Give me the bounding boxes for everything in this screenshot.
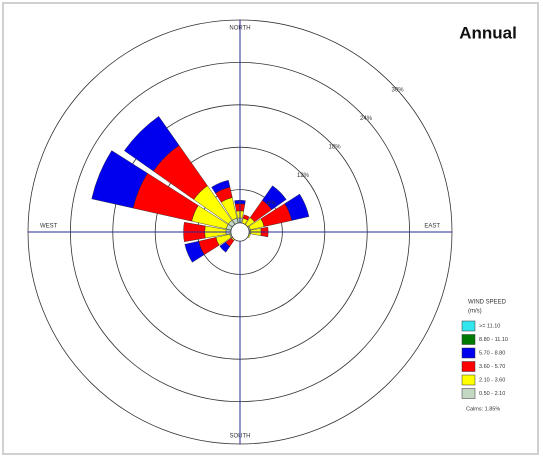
chart-title: Annual [459,23,517,42]
legend-swatch [461,361,476,372]
legend-swatch [461,388,476,399]
legend-label: 8.80 - 11.10 [479,337,508,343]
legend-swatch [461,334,476,345]
rose-segment [91,150,148,209]
ring-label: 24% [360,116,373,122]
calms-label: Calms: 1.85% [466,406,500,412]
ring-label: 30% [392,88,405,94]
legend-label: 5.70 - 8.80 [479,350,505,356]
calms-circle [230,222,250,242]
rose-segment [284,193,310,221]
direction-label: EAST [424,224,440,230]
legend-label: 0.50 - 2.10 [479,391,505,397]
direction-label: SOUTH [230,434,251,440]
rose-segment [124,116,180,172]
legend-title: WIND SPEED [468,300,507,306]
legend-swatch [461,320,476,332]
direction-label: WEST [40,224,58,230]
rose-segment [184,241,205,263]
legend-unit: (m/s) [468,309,482,315]
legend-swatch [461,347,476,359]
rose-segment [211,180,231,194]
ring-label: 12% [297,173,310,179]
rose-segment [262,185,287,210]
ring-label: 6% [267,201,276,207]
legend-swatch [461,374,476,386]
rose-segment [242,214,250,221]
direction-label: NORTH [229,26,250,32]
rose-segment [219,241,231,253]
ring-label: 18% [329,144,342,150]
legend-label: 2.10 - 3.60 [479,377,505,383]
legend-label: >= 11.10 [479,323,500,329]
legend-label: 3.60 - 5.70 [479,364,505,370]
frame [2,2,539,455]
